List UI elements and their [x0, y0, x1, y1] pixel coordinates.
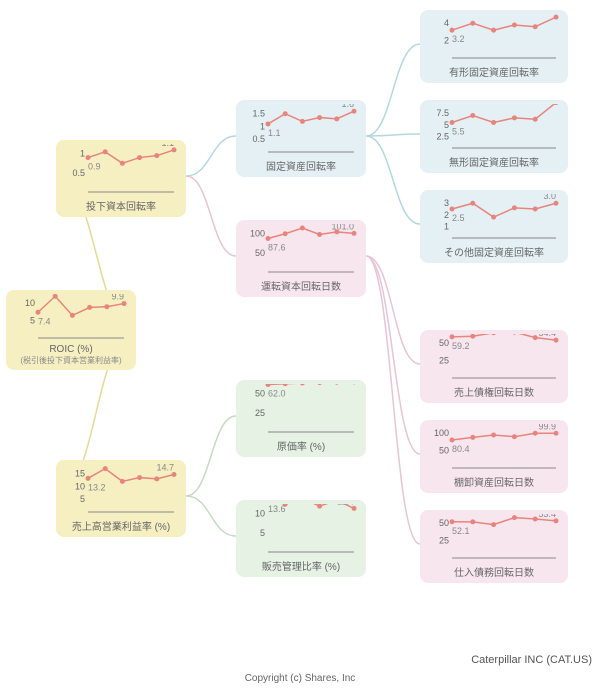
svg-text:1: 1 [80, 149, 85, 159]
svg-text:2: 2 [444, 36, 449, 46]
chart-subtitle: (税引後投下資本営業利益率) [14, 355, 128, 366]
chart-title: 原価率 (%) [244, 438, 358, 453]
svg-text:100: 100 [250, 229, 265, 239]
svg-text:15: 15 [75, 469, 85, 479]
svg-text:50: 50 [255, 389, 265, 399]
svg-text:80.4: 80.4 [452, 444, 470, 454]
connector [366, 134, 420, 136]
connector [186, 496, 236, 536]
connector [366, 256, 420, 544]
svg-text:25: 25 [439, 356, 449, 366]
svg-text:87.6: 87.6 [268, 242, 286, 252]
chart-title: 棚卸資産回転日数 [428, 474, 560, 489]
svg-text:50: 50 [255, 248, 265, 258]
svg-text:1.5: 1.5 [252, 109, 265, 119]
chart-title: その他固定資産回転率 [428, 244, 560, 259]
svg-text:52.1: 52.1 [452, 526, 470, 536]
chart-title: 運転資本回転日数 [244, 278, 358, 293]
chart-fixed_asset_turn: 0.5 1 1.51.1 1.6 固定資産回転率 [236, 100, 366, 177]
chart-title: 無形固定資産回転率 [428, 154, 560, 169]
connector [366, 256, 420, 454]
svg-text:5: 5 [30, 316, 35, 326]
svg-text:10: 10 [255, 509, 265, 519]
svg-text:0.5: 0.5 [72, 168, 85, 178]
svg-text:3: 3 [444, 198, 449, 208]
svg-text:0.9: 0.9 [88, 162, 101, 172]
svg-text:50: 50 [439, 518, 449, 528]
svg-text:11.4: 11.4 [337, 504, 354, 506]
svg-text:5: 5 [80, 494, 85, 504]
connector [186, 176, 236, 256]
svg-text:4.7: 4.7 [543, 14, 556, 15]
svg-text:0.5: 0.5 [252, 134, 265, 144]
svg-text:100: 100 [434, 428, 449, 438]
svg-text:10: 10 [75, 481, 85, 491]
svg-text:3.2: 3.2 [452, 34, 465, 44]
chart-cost_ratio: 255062.065.5原価率 (%) [236, 380, 366, 457]
svg-text:25: 25 [255, 408, 265, 418]
chart-roic: 5 107.4 9.9 ROIC (%)(税引後投下資本営業利益率) [6, 290, 136, 370]
chart-title: 固定資産回転率 [244, 158, 358, 173]
svg-text:14.7: 14.7 [156, 464, 174, 473]
chart-ar_days: 25 5059.2 54.4 売上債権回転日数 [420, 330, 568, 403]
company-label: Caterpillar INC (CAT.US) [471, 654, 592, 666]
chart-title: 仕入債務回転日数 [428, 564, 560, 579]
svg-text:10: 10 [25, 298, 35, 308]
chart-title: 有形固定資産回転率 [428, 64, 560, 79]
svg-text:4: 4 [444, 18, 449, 28]
chart-title: 販売管理比率 (%) [244, 558, 358, 573]
connector [366, 44, 420, 136]
svg-text:99.9: 99.9 [538, 424, 556, 431]
copyright-label: Copyright (c) Shares, Inc [0, 673, 600, 684]
svg-text:50: 50 [439, 338, 449, 348]
svg-text:13.6: 13.6 [268, 504, 286, 514]
svg-text:3.0: 3.0 [543, 194, 556, 201]
svg-text:1.1: 1.1 [268, 128, 281, 138]
svg-text:5.5: 5.5 [452, 126, 465, 136]
svg-text:54.4: 54.4 [538, 334, 556, 338]
svg-text:9.9: 9.9 [111, 294, 124, 302]
svg-text:7.5: 7.5 [436, 108, 449, 118]
svg-text:2.5: 2.5 [436, 131, 449, 141]
connector [366, 136, 420, 224]
svg-text:5: 5 [444, 120, 449, 130]
svg-text:59.2: 59.2 [452, 341, 470, 351]
svg-text:1: 1 [260, 121, 265, 131]
svg-text:1: 1 [444, 221, 449, 231]
chart-title: 売上高営業利益率 (%) [64, 518, 178, 533]
svg-text:62.0: 62.0 [268, 389, 286, 399]
chart-title: ROIC (%) [14, 344, 128, 355]
svg-text:13.2: 13.2 [88, 482, 106, 492]
svg-text:5: 5 [260, 528, 265, 538]
chart-ap_days: 25 5052.1 53.4 仕入債務回転日数 [420, 510, 568, 583]
svg-text:2: 2 [444, 210, 449, 220]
svg-text:53.4: 53.4 [538, 514, 556, 519]
svg-text:50: 50 [439, 446, 449, 456]
svg-text:101.0: 101.0 [331, 224, 354, 231]
svg-text:7.4: 7.4 [38, 316, 51, 326]
svg-text:1.1: 1.1 [161, 144, 174, 148]
svg-text:1.6: 1.6 [341, 104, 354, 109]
connector [186, 416, 236, 496]
chart-tangible_turn: 2 43.2 4.7 有形固定資産回転率 [420, 10, 568, 83]
chart-intangible_turn: 2.557.55.59.8無形固定資産回転率 [420, 100, 568, 173]
connector [366, 256, 420, 364]
svg-text:2.5: 2.5 [452, 213, 465, 223]
chart-inv_days: 50 10080.4 99.9 棚卸資産回転日数 [420, 420, 568, 493]
chart-wc_days: 50 10087.6 101.0 運転資本回転日数 [236, 220, 366, 297]
chart-title: 投下資本回転率 [64, 198, 178, 213]
chart-op_margin: 5 10 1513.2 14.7 売上高営業利益率 (%) [56, 460, 186, 537]
chart-sga_ratio: 5 1013.6 11.4 販売管理比率 (%) [236, 500, 366, 577]
chart-other_fixed_turn: 12 32.5 3.0 その他固定資産回転率 [420, 190, 568, 263]
chart-title: 売上債権回転日数 [428, 384, 560, 399]
svg-text:25: 25 [439, 536, 449, 546]
chart-inv_cap_turn: 0.5 10.9 1.1 投下資本回転率 [56, 140, 186, 217]
connector [186, 136, 236, 176]
